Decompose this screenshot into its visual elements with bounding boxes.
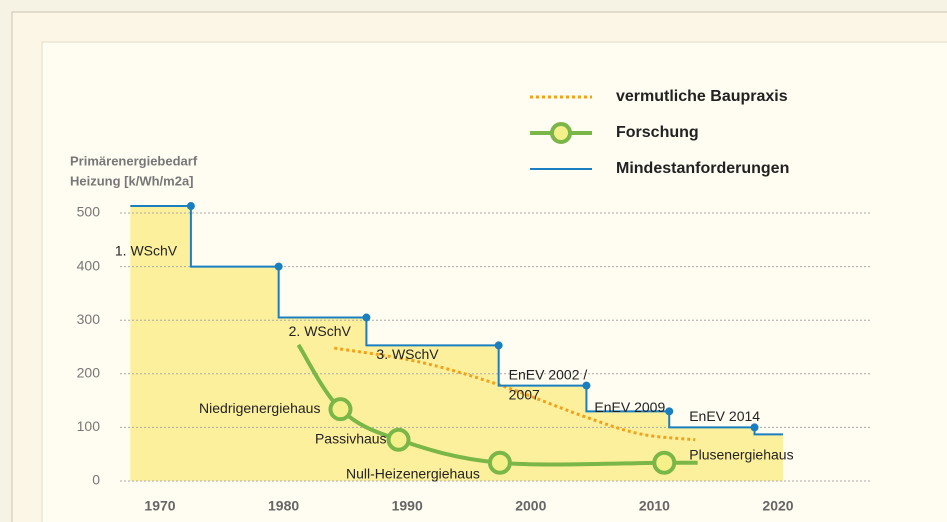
marker <box>328 397 353 422</box>
annotation: EnEV 2009 <box>594 399 665 415</box>
x-tick-label: 1970 <box>144 498 175 514</box>
marker <box>750 423 759 432</box>
y-tick-label: 400 <box>77 257 101 273</box>
x-tick-label: 2020 <box>762 498 793 514</box>
y-tick-label: 0 <box>92 472 100 488</box>
annotation: 1. WSchV <box>115 242 178 258</box>
y-tick-label: 300 <box>77 311 101 327</box>
x-tick-label: 1980 <box>268 498 299 514</box>
marker <box>362 313 371 322</box>
annotation: 3. WSchV <box>376 346 439 362</box>
y-tick-label: 200 <box>77 365 101 381</box>
annotation: 2. WSchV <box>289 323 352 339</box>
annotation-line: EnEV 2002 / <box>509 366 588 382</box>
x-tick-label: 2010 <box>639 498 670 514</box>
annotation: EnEV 2014 <box>689 408 760 424</box>
marker <box>386 427 411 452</box>
legend-label: Forschung <box>616 124 699 141</box>
annotation: Plusenergiehaus <box>689 446 793 462</box>
legend-swatch <box>550 122 572 144</box>
line <box>334 346 696 442</box>
marker <box>652 450 677 475</box>
x-tick-label: 2000 <box>515 498 546 514</box>
marker <box>665 407 674 416</box>
line <box>130 205 783 436</box>
annotation: Null-Heizenergiehaus <box>346 465 480 481</box>
y-axis-title: Primärenergiebedarf <box>70 153 198 168</box>
x-tick-label: 1990 <box>392 498 423 514</box>
annotation: EnEV 2002 / 2007 <box>509 366 588 402</box>
marker <box>494 341 503 350</box>
marker <box>274 262 283 271</box>
annotation: Niedrigenergiehaus <box>199 400 320 416</box>
legend-label: Mindestanforderungen <box>616 160 789 177</box>
y-axis-title: Heizung [k/Wh/m2a] <box>70 173 194 188</box>
marker <box>487 450 512 475</box>
y-tick-label: 100 <box>77 418 101 434</box>
annotation-line: 2007 <box>509 386 540 402</box>
marker <box>582 381 591 390</box>
annotation: Passivhaus <box>315 430 387 446</box>
y-tick-label: 500 <box>77 204 101 220</box>
marker <box>186 202 195 211</box>
legend-label: vermutliche Baupraxis <box>616 88 788 105</box>
